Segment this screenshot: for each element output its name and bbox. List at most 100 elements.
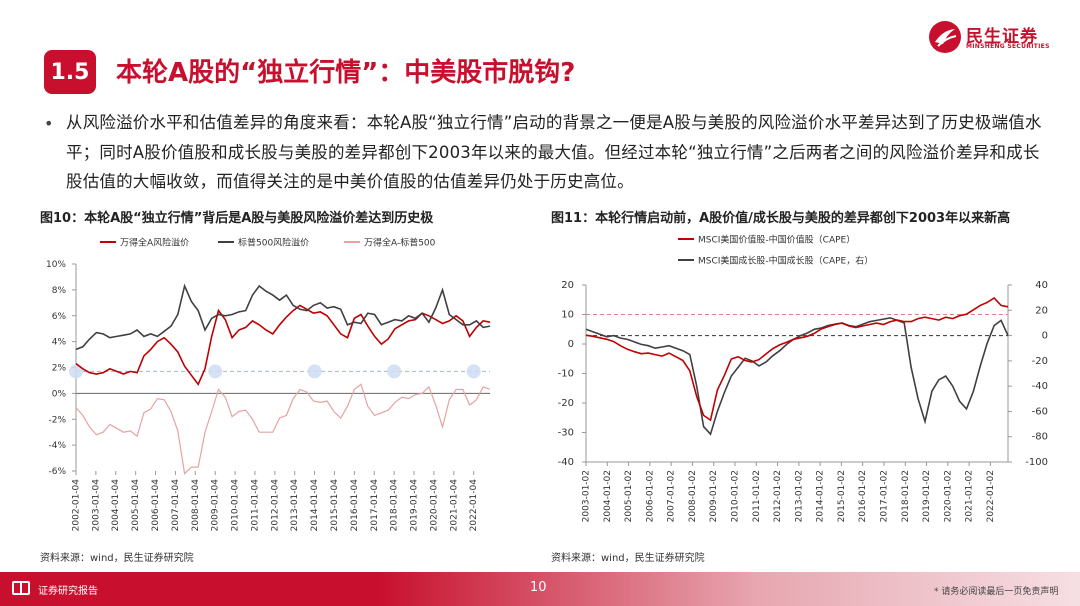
book-icon — [12, 581, 30, 595]
summary-text: 从风险溢价水平和估值差异的角度来看：本轮A股“独立行情”启动的背景之一便是A股与… — [66, 113, 1042, 191]
x-tick-label: 2008-01-04 — [191, 479, 201, 532]
figure-11-chart: MSCI美国价值股-中国价值股（CAPE） MSCI美国成长股-中国成长股（CAP… — [548, 228, 1068, 546]
series-line-1 — [585, 317, 1009, 436]
x-tick-label: 2002-01-04 — [72, 479, 82, 532]
y-tick-label: -2% — [48, 415, 66, 425]
series-line-0 — [585, 296, 1009, 422]
x-tick-label: 2022-01-02 — [986, 470, 996, 522]
x-tick-label: 2006-01-02 — [645, 470, 655, 522]
y-left-tick-label: 10 — [561, 310, 574, 321]
cape-diff-chart: MSCI美国价值股-中国价值股（CAPE） MSCI美国成长股-中国成长股（CAP… — [558, 234, 1048, 523]
x-tick-label: 2017-01-02 — [879, 470, 889, 522]
x-tick-label: 2015-01-02 — [837, 470, 847, 522]
y-left-tick-label: -40 — [558, 457, 574, 468]
x-tick-label: 2018-01-02 — [901, 470, 911, 522]
y-left-tick-label: 20 — [561, 280, 574, 291]
y-tick-label: 2% — [52, 364, 67, 374]
footer-report-label: 证券研究报告 — [38, 586, 98, 597]
series-line-1 — [75, 283, 491, 351]
x-tick-label: 2006-01-04 — [151, 479, 161, 532]
disclaimer-note: * 请务必阅读最后一页免责声明 — [934, 587, 1059, 597]
x-tick-label: 2019-01-04 — [410, 479, 420, 532]
y-right-tick-label: 40 — [1035, 280, 1048, 291]
series-line-2 — [75, 383, 491, 475]
y-right-tick-label: 0 — [1042, 331, 1048, 342]
page-title: 本轮A股的“独立行情”：中美股市脱钩? — [116, 58, 576, 88]
x-tick-label: 2013-01-04 — [290, 479, 300, 532]
footer-bar: 证券研究报告 10 * 请务必阅读最后一页免责声明 — [0, 572, 1080, 606]
x-tick-label: 2004-01-02 — [603, 470, 613, 522]
bullet-icon: • — [44, 114, 54, 133]
legend-1: MSCI美国成长股-中国成长股（CAPE，右） — [698, 255, 873, 267]
y-right-tick-label: -100 — [1025, 457, 1048, 468]
page-number: 10 — [530, 580, 547, 595]
x-tick-label: 2018-01-04 — [390, 479, 400, 532]
x-tick-label: 2015-01-04 — [330, 479, 340, 532]
highlight-marker — [307, 364, 322, 379]
y-tick-label: -4% — [48, 441, 66, 451]
x-tick-label: 2011-01-04 — [250, 479, 260, 532]
highlight-marker — [208, 364, 223, 379]
minsheng-logo-icon — [929, 21, 961, 53]
x-tick-label: 2007-01-02 — [667, 470, 677, 522]
y-right-tick-label: -60 — [1032, 406, 1048, 417]
x-tick-label: 2004-01-04 — [111, 479, 121, 532]
x-tick-label: 2022-01-04 — [469, 479, 479, 532]
y-right-tick-label: -20 — [1032, 356, 1048, 367]
x-tick-label: 2011-01-02 — [752, 470, 762, 522]
x-tick-label: 2019-01-02 — [922, 470, 932, 522]
series-line-0 — [75, 304, 491, 386]
x-tick-label: 2007-01-04 — [171, 479, 181, 532]
brand-logo: 民生证券 MINSHENG SECURITIES — [928, 20, 1058, 54]
legend-0: MSCI美国价值股-中国价值股（CAPE） — [698, 234, 855, 246]
y-tick-label: 6% — [52, 312, 67, 322]
legend-2: 万得全A-标普500 — [364, 237, 436, 249]
section-number: 1.5 — [44, 50, 96, 94]
risk-premium-chart: 万得全A风险溢价 标普500风险溢价 万得全A-标普500 10% 8% 6% 4% 2% 0%… — [46, 237, 491, 532]
y-tick-label: -6% — [48, 467, 66, 477]
x-tick-label: 2005-01-02 — [624, 470, 634, 522]
x-tick-label: 2003-01-02 — [582, 470, 592, 522]
y-right-tick-label: 20 — [1035, 305, 1048, 316]
x-tick-label: 2005-01-04 — [131, 479, 141, 532]
x-tick-label: 2021-01-02 — [965, 470, 975, 522]
y-tick-label: 8% — [52, 286, 67, 296]
y-right-tick-label: -40 — [1032, 381, 1048, 392]
x-tick-label: 2012-01-04 — [270, 479, 280, 532]
x-tick-label: 2013-01-02 — [794, 470, 804, 522]
x-tick-label: 2016-01-02 — [858, 470, 868, 522]
x-tick-label: 2010-01-04 — [231, 479, 241, 532]
y-left-tick-label: 0 — [568, 339, 574, 350]
highlight-marker — [387, 364, 402, 379]
x-tick-label: 2014-01-04 — [310, 479, 320, 532]
y-left-tick-label: -30 — [558, 428, 574, 439]
legend-0: 万得全A风险溢价 — [120, 237, 189, 249]
figure-10-title: 图10：本轮A股“独立行情”背后是A股与美股风险溢价差达到历史极 — [40, 211, 434, 226]
x-tick-label: 2008-01-02 — [688, 470, 698, 522]
x-tick-label: 2017-01-04 — [370, 479, 380, 532]
y-tick-label: 0% — [52, 389, 67, 399]
x-tick-label: 2020-01-04 — [429, 479, 439, 532]
figure-11-title: 图11：本轮行情启动前，A股价值/成长股与美股的差异都创下2003年以来新高 — [551, 211, 1011, 226]
x-tick-label: 2009-01-02 — [709, 470, 719, 522]
x-tick-label: 2016-01-04 — [350, 479, 360, 532]
y-tick-label: 4% — [52, 338, 67, 348]
x-tick-label: 2009-01-04 — [211, 479, 221, 532]
brand-name-en: MINSHENG SECURITIES — [966, 43, 1050, 50]
y-left-tick-label: -10 — [558, 369, 574, 380]
y-right-tick-label: -80 — [1032, 432, 1048, 443]
legend-1: 标普500风险溢价 — [238, 237, 309, 249]
y-tick-label: 10% — [46, 260, 66, 270]
figure-10-chart: 万得全A风险溢价 标普500风险溢价 万得全A-标普500 10% 8% 6% 4% 2% 0%… — [38, 228, 508, 546]
x-tick-label: 2010-01-02 — [730, 470, 740, 522]
y-left-tick-label: -20 — [558, 398, 574, 409]
figure-11-source: 资料来源：wind，民生证券研究院 — [551, 553, 705, 564]
x-tick-label: 2021-01-04 — [449, 479, 459, 532]
x-tick-label: 2012-01-02 — [773, 470, 783, 522]
x-tick-label: 2014-01-02 — [816, 470, 826, 522]
x-tick-label: 2003-01-04 — [91, 479, 101, 532]
highlight-marker — [466, 364, 481, 379]
x-tick-label: 2020-01-02 — [943, 470, 953, 522]
figure-10-source: 资料来源：wind，民生证券研究院 — [40, 553, 194, 564]
brand-name: 民生证券 — [966, 27, 1038, 47]
